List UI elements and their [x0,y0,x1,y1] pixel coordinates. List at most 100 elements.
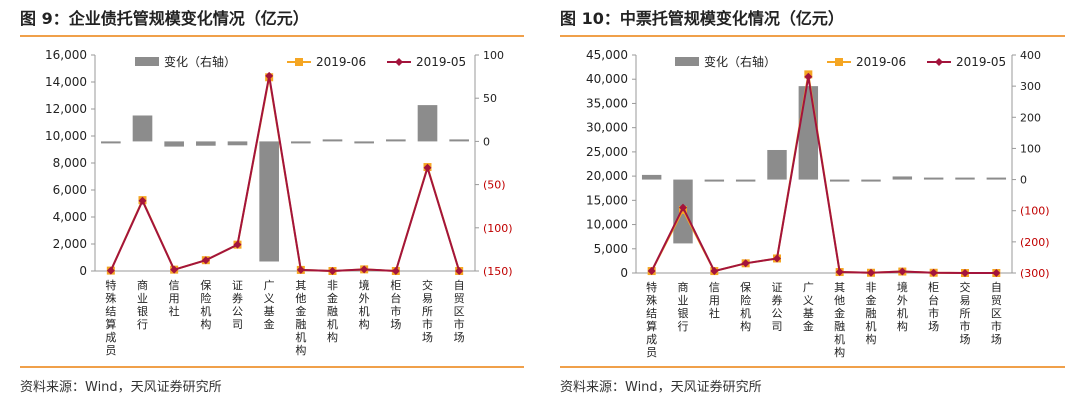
category-char: 贸 [991,294,1002,307]
right-tick-label: (50) [483,179,506,192]
legend-bar-swatch [675,57,699,66]
category-char: 外 [897,294,908,307]
category-char: 所 [960,307,971,320]
category-char: 场 [454,330,465,344]
category-char: 公 [232,305,243,318]
category-char: 信 [169,279,180,292]
category-char: 柜 [390,279,401,292]
category-char: 商 [678,280,689,294]
category-char: 市 [454,317,465,331]
category-label: 特殊结算成员 [105,278,116,357]
category-char: 交 [422,278,433,292]
bar-change [101,141,121,144]
category-char: 台 [390,291,401,305]
point-2019-05 [804,72,813,81]
source-rule [560,366,1065,368]
left-tick-label: 6,000 [53,183,87,197]
category-char: 构 [897,319,908,333]
bar-change [164,141,184,147]
category-label: 柜台市场 [390,279,401,331]
chart-panel-mtn: 图 10：中票托管规模变化情况（亿元） 0 5,000 10,000 15,000 20… [560,0,1065,400]
category-char: 构 [834,345,845,359]
category-char: 境 [359,278,370,292]
right-tick-label: (200) [1020,236,1050,249]
category-label: 自贸区市场 [991,281,1002,346]
chart-svg: 0 2,000 4,000 6,000 8,000 10,000 12,000 14,000 1… [45,48,513,357]
category-char: 员 [105,344,116,357]
point-2019-05 [992,269,1001,277]
category-char: 社 [709,306,720,320]
category-char: 场 [991,332,1002,346]
category-char: 业 [678,294,689,307]
bar-change [986,177,1007,180]
legend-marker-may [935,58,943,66]
point-2019-05 [265,71,274,80]
point-2019-05 [710,267,719,276]
point-2019-05 [106,266,115,275]
right-tick-label: (100) [483,222,513,235]
category-char: 外 [359,292,370,305]
category-char: 他 [295,292,306,305]
right-tick-label: 0 [1020,174,1027,187]
category-label: 其他金融机构 [295,279,306,357]
category-label: 非金融机构 [327,279,338,344]
category-char: 场 [960,332,971,346]
chart-source: 资料来源：Wind，天风证券研究所 [560,380,762,395]
bar-change [259,141,279,262]
point-2019-05 [867,268,875,277]
point-2019-05 [170,265,179,274]
category-char: 机 [200,304,211,318]
category-char: 基 [264,305,275,318]
category-char: 其 [834,281,845,294]
category-char: 行 [137,318,148,331]
chart-svg: 0 5,000 10,000 15,000 20,000 25,000 30,000 35,0… [586,48,1050,359]
legend-label-jun: 2019-06 [856,55,906,69]
left-tick-label: 45,000 [586,48,628,62]
category-label: 证券公司 [232,279,243,331]
legend-bar-swatch [135,57,159,66]
bar-change [354,141,374,144]
legend-label-jun: 2019-06 [316,55,366,69]
bar-change [417,105,438,142]
category-char: 证 [232,279,243,292]
category-char: 成 [105,331,116,344]
category-char: 金 [834,306,845,320]
category-char: 构 [866,332,877,346]
bar-change [829,179,850,182]
category-char: 非 [327,279,338,292]
chart-panel-corporate-bond: 图 9：企业债托管规模变化情况（亿元） 0 2,000 4,000 6,000 8,00… [20,0,524,400]
category-char: 贸 [454,292,465,305]
bar-change [322,139,343,142]
category-label: 交易所市场 [960,280,971,346]
bar-change [955,177,975,180]
right-tick-label: (100) [1020,205,1050,218]
left-tick-label: 2,000 [53,237,87,251]
category-char: 市 [928,306,939,320]
category-label: 保险机构 [200,278,211,331]
bar-change [291,141,311,144]
category-char: 构 [295,343,306,357]
category-label: 证券公司 [772,281,783,333]
point-2019-05 [647,267,656,276]
left-tick-label: 10,000 [45,129,87,143]
category-char: 殊 [646,293,657,307]
point-2019-05 [898,267,907,276]
category-char: 非 [866,281,877,294]
category-char: 司 [232,318,243,331]
category-char: 殊 [105,291,116,305]
category-label: 广义基金 [803,281,814,333]
category-char: 场 [390,317,401,331]
category-char: 境 [897,280,908,294]
left-tick-label: 30,000 [586,121,628,135]
left-tick-label: 0 [620,266,628,280]
category-char: 所 [422,305,433,318]
category-char: 区 [454,305,465,318]
category-char: 市 [960,319,971,333]
left-tick-label: 4,000 [53,210,87,224]
left-tick-label: 20,000 [586,169,628,183]
left-tick-label: 14,000 [45,75,87,89]
chart-title: 图 10：中票托管规模变化情况（亿元） [560,9,844,28]
category-label: 广义基金 [264,279,275,331]
category-label: 信用社 [709,281,720,320]
category-char: 金 [327,291,338,305]
